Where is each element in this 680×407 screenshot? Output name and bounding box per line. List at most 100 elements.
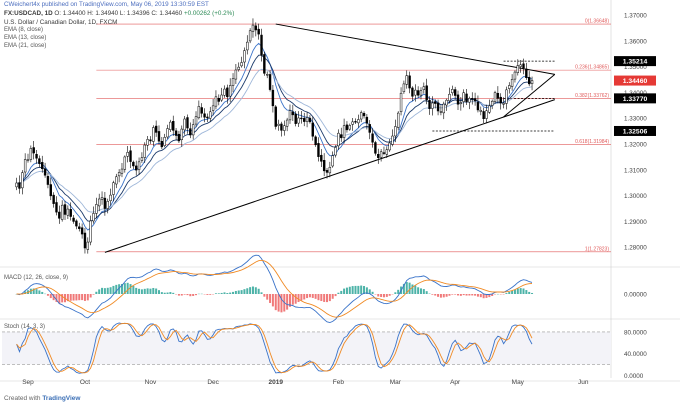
- macd-histogram-bar: [459, 294, 462, 296]
- candle-body: [52, 194, 55, 204]
- stoch-label[interactable]: Stoch (14, 3, 3): [4, 324, 46, 330]
- macd-histogram-bar: [471, 294, 474, 296]
- candle-body: [456, 94, 460, 105]
- candle-body: [490, 100, 494, 106]
- macd-label[interactable]: MACD (12, 26, close, 9): [4, 275, 69, 281]
- candle-body: [174, 130, 178, 136]
- candle-body: [234, 69, 238, 80]
- candle-body: [519, 64, 522, 67]
- macd-histogram-bar: [491, 294, 494, 296]
- macd-histogram-bar: [377, 294, 380, 297]
- macd-histogram-bar: [317, 294, 320, 301]
- macd-histogram-bar: [505, 293, 508, 294]
- macd-histogram-bar: [35, 289, 38, 294]
- macd-histogram-bar: [351, 286, 354, 294]
- candle-body: [351, 121, 354, 125]
- tradingview-logo[interactable]: TradingView: [42, 395, 81, 402]
- candle-body: [331, 155, 334, 167]
- macd-histogram-bar: [331, 294, 334, 299]
- candle-body: [66, 208, 70, 216]
- y-tick-label: 1.31000: [624, 167, 647, 174]
- candle-body: [445, 99, 448, 106]
- candle-body: [493, 92, 497, 102]
- candle-body: [527, 76, 531, 85]
- macd-histogram-bar: [380, 294, 383, 298]
- candle-body: [115, 176, 118, 185]
- macd-histogram-bar: [177, 294, 180, 296]
- y-tick-label: 1.30000: [624, 193, 647, 200]
- candle-body: [508, 85, 511, 89]
- candle-body: [209, 111, 212, 119]
- candle-body: [322, 160, 326, 172]
- candle-body: [405, 75, 408, 85]
- macd-signal-line: [16, 259, 533, 318]
- candle-body: [69, 209, 72, 217]
- macd-histogram-bar: [112, 285, 115, 294]
- x-tick-label: Feb: [333, 379, 345, 386]
- candle-body: [288, 110, 292, 121]
- macd-histogram-bar: [98, 289, 101, 294]
- candle-body: [451, 89, 454, 94]
- candle-body: [237, 66, 240, 70]
- candle-body: [465, 93, 468, 103]
- macd-histogram-bar: [257, 288, 260, 294]
- macd-histogram-bar: [254, 287, 257, 294]
- candle-body: [169, 121, 172, 130]
- candle-body: [397, 112, 400, 128]
- candle-body: [55, 202, 58, 213]
- candle-body: [166, 128, 169, 138]
- x-tick-label: Oct: [80, 379, 90, 386]
- macd-histogram-bar: [123, 283, 126, 294]
- candle-body: [473, 98, 477, 102]
- y-tick-label: 1.36000: [624, 38, 647, 45]
- macd-histogram-bar: [226, 293, 229, 294]
- macd-histogram-bar: [115, 284, 118, 294]
- candle-body: [488, 105, 491, 113]
- candle-body: [172, 121, 175, 131]
- macd-histogram-bar: [411, 284, 414, 294]
- candle-body: [368, 124, 371, 133]
- candle-body: [231, 78, 235, 86]
- candle-body: [117, 172, 121, 177]
- candle-body: [217, 97, 220, 102]
- macd-histogram-bar: [55, 294, 58, 302]
- macd-histogram-bar: [522, 288, 525, 294]
- candle-body: [499, 96, 502, 104]
- candle-body: [135, 165, 138, 171]
- macd-histogram-bar: [49, 294, 52, 299]
- macd-histogram-bar: [419, 288, 422, 294]
- candle-body: [342, 125, 346, 138]
- candle-body: [303, 118, 306, 122]
- author-line[interactable]: CWeichert4x published on TradingView.com…: [4, 1, 209, 8]
- ema-8-label[interactable]: EMA (8, close): [4, 27, 44, 33]
- x-tick-label: 2019: [269, 379, 284, 386]
- candle-body: [371, 133, 374, 143]
- stoch-k-line: [16, 322, 533, 374]
- macd-histogram-bar: [192, 294, 195, 296]
- candle-body: [365, 116, 369, 124]
- macd-histogram-bar: [78, 294, 81, 301]
- macd-histogram-bar: [126, 282, 129, 294]
- candle-body: [240, 62, 243, 67]
- candle-body: [83, 232, 87, 249]
- candle-body: [197, 106, 201, 119]
- fib-level-label: 0(1.36648): [585, 19, 610, 25]
- macd-histogram-bar: [24, 291, 27, 294]
- macd-histogram-bar: [132, 285, 135, 294]
- macd-histogram-bar: [462, 294, 465, 296]
- candle-body: [41, 162, 44, 170]
- x-tick-label: Dec: [207, 379, 219, 386]
- candle-body: [263, 54, 266, 74]
- candle-body: [391, 135, 394, 145]
- macd-histogram-bar: [414, 285, 417, 294]
- candle-body: [274, 106, 277, 127]
- symbol-name: FX:USDCAD, 1D: [4, 10, 53, 17]
- ema-21-label[interactable]: EMA (21, close): [4, 43, 47, 49]
- candle-body: [246, 41, 249, 51]
- macd-histogram-bar: [508, 291, 511, 294]
- candlesticks: [15, 18, 534, 254]
- ema-13-label[interactable]: EMA (13, close): [4, 35, 47, 41]
- macd-histogram-bar: [320, 294, 323, 302]
- stoch-d-line: [16, 322, 533, 374]
